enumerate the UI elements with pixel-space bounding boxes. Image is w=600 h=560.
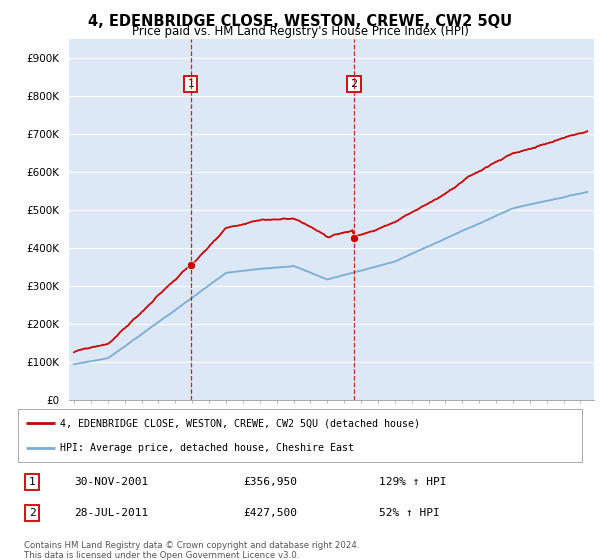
Text: Price paid vs. HM Land Registry's House Price Index (HPI): Price paid vs. HM Land Registry's House …: [131, 25, 469, 38]
Text: 2: 2: [29, 508, 35, 518]
Text: 28-JUL-2011: 28-JUL-2011: [74, 508, 149, 518]
Text: Contains HM Land Registry data © Crown copyright and database right 2024.
This d: Contains HM Land Registry data © Crown c…: [24, 541, 359, 560]
Text: 4, EDENBRIDGE CLOSE, WESTON, CREWE, CW2 5QU (detached house): 4, EDENBRIDGE CLOSE, WESTON, CREWE, CW2 …: [60, 418, 420, 428]
Text: 52% ↑ HPI: 52% ↑ HPI: [379, 508, 440, 518]
Text: 4, EDENBRIDGE CLOSE, WESTON, CREWE, CW2 5QU: 4, EDENBRIDGE CLOSE, WESTON, CREWE, CW2 …: [88, 14, 512, 29]
Text: 129% ↑ HPI: 129% ↑ HPI: [379, 477, 446, 487]
Text: 30-NOV-2001: 30-NOV-2001: [74, 477, 149, 487]
Text: HPI: Average price, detached house, Cheshire East: HPI: Average price, detached house, Ches…: [60, 442, 354, 452]
Text: 1: 1: [187, 80, 194, 90]
Text: 1: 1: [29, 477, 35, 487]
Text: £427,500: £427,500: [244, 508, 298, 518]
Text: 2: 2: [350, 80, 358, 90]
Text: £356,950: £356,950: [244, 477, 298, 487]
